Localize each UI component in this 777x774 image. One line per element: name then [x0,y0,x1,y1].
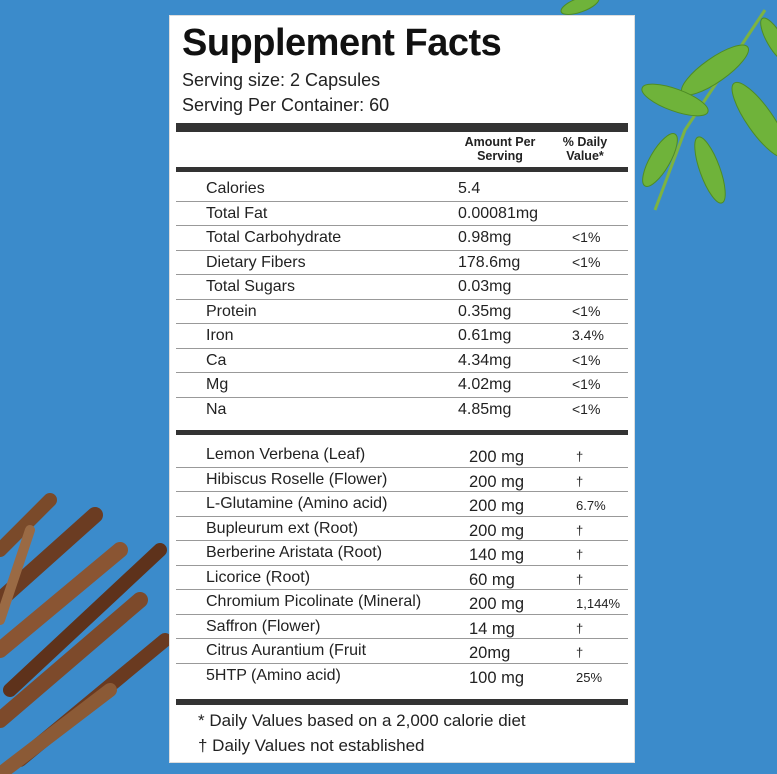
amount: 0.35mg [458,302,512,320]
amount: 200 mg [469,448,525,466]
name: 5HTP (Amino acid) [206,666,341,684]
divider-thick [176,167,628,172]
name: Na [206,400,227,418]
amount: 4.85mg [458,400,512,418]
licorice-root-image [0,493,170,774]
divider-thick [176,430,628,435]
name: Bupleurum ext (Root) [206,519,359,537]
nutrient-row: Mg 4.02mg <1% [176,373,628,398]
nutrient-row: Calories 5.4 [176,177,628,202]
daily-value: <1% [572,302,601,319]
nutrient-row: Total Sugars 0.03mg [176,275,628,300]
amount: 140 mg [469,546,525,564]
amount: 200 mg [469,521,525,540]
name: Hibiscus Roselle (Flower) [206,470,388,488]
amount: 0.98mg [458,229,512,246]
amount: 200 mg [469,595,525,613]
daily-value: <1% [572,376,601,392]
name: Total Fat [206,204,268,222]
daily-value: † [576,547,584,562]
ingredient-row: Chromium Picolinate (Mineral) 200 mg 1,144… [176,590,628,615]
amount: 200 mg [469,497,525,515]
ingredients-table: Lemon Verbena (Leaf) 200 mg † Hibiscus Rose… [176,443,628,688]
name: L-Glutamine (Amino acid) [206,495,388,512]
ingredient-row: 5HTP (Amino acid) 100 mg 25% [176,664,628,689]
daily-value: † [576,522,584,538]
nutrient-row: Iron 0.61mg 3.4% [176,324,628,349]
divider-thick [176,699,628,705]
amount: 14 mg [469,619,515,638]
ingredient-row: L-Glutamine (Amino acid) 200 mg 6.7% [176,492,628,517]
ingredient-row: Citrus Aurantium (Fruit 20mg † [176,639,628,664]
ingredient-row: Hibiscus Roselle (Flower) 200 mg † [176,468,628,492]
ingredient-row: Licorice (Root) 60 mg † [176,566,628,590]
daily-value: † [576,645,584,660]
lemon-verbena-leaves-image [560,0,777,211]
daily-value: <1% [572,351,601,368]
name: Chromium Picolinate (Mineral) [206,593,422,610]
header-amount: Amount Per Serving [464,135,536,163]
amount: 178.6mg [458,253,521,271]
footnote-daily-values: * Daily Values based on a 2,000 calorie … [198,711,526,730]
daily-value: <1% [572,229,601,245]
amount: 60 mg [469,570,515,589]
footnote-not-established: † Daily Values not established [198,736,425,755]
nutrient-row: Total Carbohydrate 0.98mg <1% [176,226,628,251]
amount: 0.00081mg [458,204,539,222]
daily-value: † [576,449,584,464]
name: Dietary Fibers [206,253,306,271]
nutrient-row: Dietary Fibers 178.6mg <1% [176,251,628,275]
divider-thick [176,123,628,132]
daily-value: 1,144% [576,596,621,611]
name: Total Carbohydrate [206,229,342,246]
name: Licorice (Root) [206,568,311,586]
daily-value: <1% [572,400,601,417]
panel-title: Supplement Facts [182,22,502,64]
nutrient-row: Protein 0.35mg <1% [176,300,628,324]
header-daily-value: % Daily Value* [562,135,608,163]
amount: 4.02mg [458,376,512,393]
nutrients-table: Calories 5.4 Total Fat 0.00081mg Total Carbo… [176,177,628,422]
amount: 0.03mg [458,278,512,295]
name: Iron [206,327,234,344]
nutrient-row: Na 4.85mg <1% [176,398,628,423]
name: Saffron (Flower) [206,617,321,635]
daily-value: <1% [572,253,601,270]
amount: 5.4 [458,180,481,197]
amount: 200 mg [469,472,525,491]
amount: 100 mg [469,668,525,687]
supplement-facts-panel: Supplement Facts Serving size: 2 Capsule… [169,15,635,763]
servings-per-container: Serving Per Container: 60 [182,95,390,115]
serving-size: Serving size: 2 Capsules [182,70,381,90]
name: Calories [206,180,265,197]
nutrient-row: Ca 4.34mg <1% [176,349,628,373]
name: Mg [206,376,229,393]
name: Total Sugars [206,278,295,295]
name: Berberine Aristata (Root) [206,544,383,561]
daily-value: 6.7% [576,498,606,513]
daily-value: 25% [576,669,603,685]
name: Protein [206,302,257,320]
name: Citrus Aurantium (Fruit [206,642,367,659]
daily-value: † [576,473,584,489]
daily-value: † [576,620,584,636]
daily-value: 3.4% [572,327,604,343]
amount: 0.61mg [458,327,512,344]
nutrient-row: Total Fat 0.00081mg [176,202,628,226]
daily-value: † [576,571,584,587]
name: Lemon Verbena (Leaf) [206,446,366,463]
amount: 4.34mg [458,351,512,369]
ingredient-row: Bupleurum ext (Root) 200 mg † [176,517,628,541]
ingredient-row: Saffron (Flower) 14 mg † [176,615,628,639]
amount: 20mg [469,644,511,662]
ingredient-row: Berberine Aristata (Root) 140 mg † [176,541,628,566]
ingredient-row: Lemon Verbena (Leaf) 200 mg † [176,443,628,468]
name: Ca [206,351,227,369]
